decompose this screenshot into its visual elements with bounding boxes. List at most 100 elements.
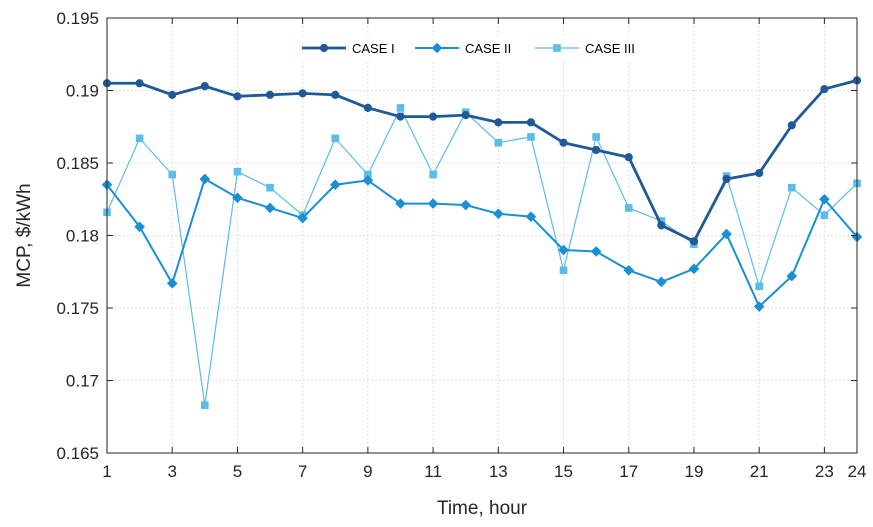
data-point bbox=[559, 266, 568, 275]
data-point bbox=[264, 202, 276, 214]
data-point bbox=[233, 167, 242, 176]
data-point bbox=[200, 82, 209, 91]
data-point bbox=[688, 263, 700, 275]
x-tick-label: 5 bbox=[233, 462, 242, 481]
legend-label: CASE I bbox=[352, 41, 395, 56]
y-axis-title: MCP, $/kWh bbox=[14, 183, 35, 287]
data-point bbox=[396, 104, 405, 112]
data-point bbox=[363, 103, 372, 113]
data-point bbox=[266, 183, 274, 192]
data-point bbox=[396, 112, 405, 121]
legend-marker bbox=[553, 44, 561, 52]
x-tick-label: 3 bbox=[167, 462, 176, 481]
data-point bbox=[689, 237, 699, 246]
legend-entry: CASE I bbox=[302, 41, 395, 56]
data-point bbox=[525, 211, 537, 222]
data-point bbox=[786, 270, 798, 282]
data-point bbox=[329, 179, 341, 191]
x-tick-label: 21 bbox=[750, 462, 769, 481]
data-point bbox=[429, 170, 437, 179]
data-point bbox=[492, 208, 504, 220]
data-point bbox=[233, 92, 242, 101]
data-point bbox=[755, 169, 764, 178]
data-point bbox=[362, 175, 374, 186]
x-tick-label: 15 bbox=[554, 462, 573, 481]
series-case-i bbox=[102, 76, 862, 246]
x-tick-label: 19 bbox=[684, 462, 703, 481]
x-tick-label: 23 bbox=[815, 462, 834, 481]
data-point bbox=[820, 211, 829, 219]
series-layer bbox=[101, 76, 863, 409]
data-point bbox=[395, 198, 406, 209]
data-point bbox=[753, 301, 765, 312]
data-point bbox=[558, 244, 569, 256]
data-point bbox=[592, 133, 600, 141]
series-case-ii bbox=[101, 173, 863, 312]
data-point bbox=[428, 112, 438, 121]
legend-entry: CASE II bbox=[415, 41, 511, 56]
data-point bbox=[298, 89, 307, 98]
ticks: 1 3 5 7 9 11 13 15 17 19 21 23 240.1650.170.1750.180… bbox=[56, 9, 866, 481]
data-point bbox=[201, 401, 209, 409]
x-tick-label: 7 bbox=[298, 462, 307, 481]
data-point bbox=[168, 90, 177, 99]
legend-entry: CASE III bbox=[535, 41, 635, 56]
data-point bbox=[297, 212, 308, 224]
data-point bbox=[755, 282, 763, 291]
data-point bbox=[427, 198, 439, 209]
data-point bbox=[265, 90, 275, 99]
data-point bbox=[494, 118, 503, 127]
legend: CASE I CASE II CASE III bbox=[297, 36, 669, 60]
y-tick-label: 0.18 bbox=[66, 227, 99, 246]
x-tick-label: 13 bbox=[489, 462, 508, 481]
data-point bbox=[722, 174, 731, 184]
y-tick-label: 0.17 bbox=[66, 372, 99, 391]
legend-label: CASE II bbox=[465, 41, 511, 56]
data-point bbox=[721, 228, 732, 240]
data-point bbox=[787, 121, 796, 130]
y-tick-label: 0.175 bbox=[56, 299, 99, 318]
data-point bbox=[590, 246, 602, 257]
data-point bbox=[819, 193, 830, 205]
data-point bbox=[657, 221, 666, 230]
data-point bbox=[526, 118, 536, 127]
series-line bbox=[106, 177, 858, 308]
data-point bbox=[559, 138, 568, 147]
data-point bbox=[656, 276, 667, 288]
x-tick-label: 9 bbox=[363, 462, 372, 481]
legend-marker bbox=[319, 43, 329, 53]
y-tick-label: 0.19 bbox=[66, 82, 99, 101]
data-point bbox=[624, 204, 633, 212]
y-tick-label: 0.185 bbox=[56, 154, 99, 173]
legend-marker bbox=[431, 42, 443, 54]
data-point bbox=[592, 145, 601, 155]
series-line bbox=[107, 78, 858, 243]
data-point bbox=[820, 84, 829, 94]
data-point bbox=[199, 173, 211, 185]
data-point bbox=[624, 153, 633, 162]
series-case-iii bbox=[103, 104, 861, 409]
data-point bbox=[135, 79, 144, 88]
data-point bbox=[494, 138, 503, 147]
x-tick-label: 11 bbox=[424, 462, 442, 481]
x-tick-label: 24 bbox=[848, 462, 867, 481]
data-point bbox=[135, 134, 144, 143]
legend-label: CASE III bbox=[585, 41, 635, 56]
x-tick-label: 17 bbox=[619, 462, 638, 481]
data-point bbox=[134, 221, 145, 233]
data-point bbox=[461, 111, 470, 120]
series-line bbox=[106, 107, 858, 406]
x-tick-label: 1 bbox=[102, 462, 111, 481]
data-point bbox=[168, 170, 177, 179]
data-point bbox=[232, 192, 243, 204]
data-point bbox=[166, 278, 178, 289]
data-point bbox=[527, 133, 535, 141]
y-tick-label: 0.195 bbox=[56, 9, 99, 28]
data-point bbox=[460, 199, 472, 211]
data-point bbox=[787, 183, 796, 192]
y-tick-label: 0.165 bbox=[56, 444, 99, 463]
data-point bbox=[331, 90, 340, 99]
legend-box bbox=[297, 36, 669, 60]
data-point bbox=[623, 264, 635, 276]
